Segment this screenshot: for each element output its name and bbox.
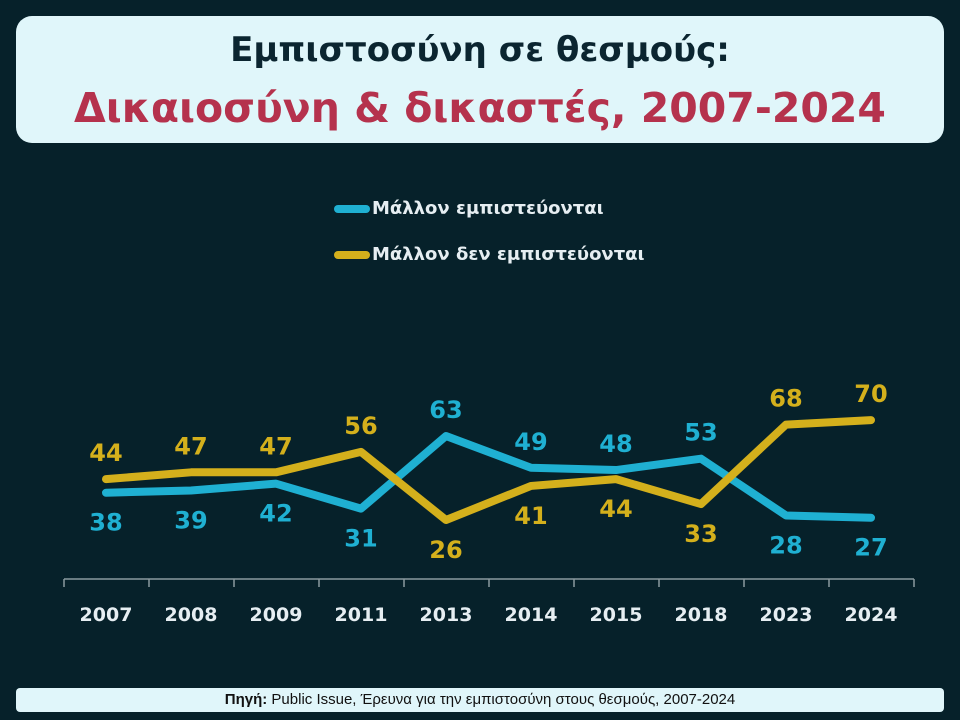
data-label: 41 [514, 502, 547, 530]
x-tick-label: 2018 [675, 604, 728, 626]
data-label: 68 [769, 385, 802, 413]
data-label: 47 [259, 432, 292, 460]
series-line-0 [102, 431, 875, 522]
series-line-1 [102, 416, 875, 524]
data-label: 39 [174, 506, 207, 534]
data-label: 47 [174, 432, 207, 460]
source-text: Public Issue, Έρευνα για την εμπιστοσύνη… [267, 691, 736, 708]
data-label: 33 [684, 520, 717, 548]
x-tick-label: 2015 [590, 604, 643, 626]
legend-swatch-trust [334, 204, 370, 213]
data-label: 26 [429, 536, 462, 564]
data-label: 27 [854, 534, 887, 562]
data-label: 44 [89, 439, 122, 467]
legend-label-trust: Μάλλον εμπιστεύονται [372, 198, 604, 219]
chart-title: Εμπιστοσύνη σε θεσμούς: [230, 30, 730, 70]
title-box: Εμπιστοσύνη σε θεσμούς: Δικαιοσύνη & δικ… [16, 16, 944, 143]
legend-swatch-distrust [334, 250, 370, 259]
source-label: Πηγή: [224, 691, 268, 708]
data-label: 63 [429, 396, 462, 424]
x-tick-label: 2009 [250, 604, 303, 626]
legend-item-trust: Μάλλον εμπιστεύονται [334, 198, 604, 219]
data-label: 38 [89, 509, 122, 537]
x-tick-label: 2014 [505, 604, 558, 626]
source-note: Πηγή: Public Issue, Έρευνα για την εμπισ… [16, 688, 944, 712]
data-label: 31 [344, 525, 377, 553]
data-label: 56 [344, 412, 377, 440]
data-label: 42 [259, 500, 292, 528]
x-tick-label: 2013 [420, 604, 473, 626]
data-label: 70 [854, 380, 887, 408]
legend-item-distrust: Μάλλον δεν εμπιστεύονται [334, 244, 645, 265]
data-label: 44 [599, 495, 632, 523]
x-tick-label: 2008 [165, 604, 218, 626]
data-label: 28 [769, 531, 802, 559]
legend-label-distrust: Μάλλον δεν εμπιστεύονται [372, 244, 645, 265]
x-tick-label: 2024 [845, 604, 898, 626]
chart-subtitle: Δικαιοσύνη & δικαστές, 2007-2024 [74, 84, 886, 132]
x-tick-label: 2023 [760, 604, 813, 626]
data-label: 48 [599, 430, 632, 458]
x-tick-label: 2007 [80, 604, 133, 626]
data-label: 53 [684, 419, 717, 447]
data-label: 49 [514, 428, 547, 456]
x-tick-label: 2011 [335, 604, 388, 626]
